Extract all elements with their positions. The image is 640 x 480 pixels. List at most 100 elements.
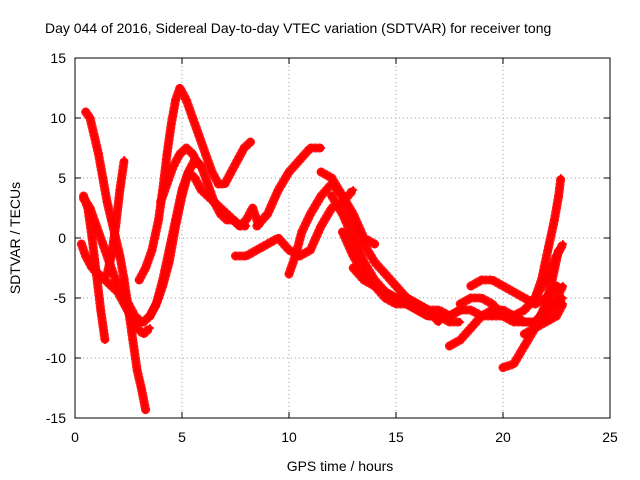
data-point bbox=[537, 276, 546, 284]
y-tick-label: -15 bbox=[46, 410, 66, 426]
data-point bbox=[85, 204, 94, 212]
data-point bbox=[88, 234, 97, 242]
data-point bbox=[248, 204, 257, 212]
data-point bbox=[242, 216, 251, 224]
data-point bbox=[240, 144, 249, 152]
data-point bbox=[509, 318, 518, 326]
data-point bbox=[359, 240, 368, 248]
data-point bbox=[184, 168, 193, 176]
data-point bbox=[111, 276, 120, 284]
data-point bbox=[488, 300, 497, 308]
data-point bbox=[210, 198, 219, 206]
x-tick-label: 5 bbox=[178, 429, 186, 445]
data-point bbox=[274, 186, 283, 194]
data-point bbox=[148, 246, 157, 254]
data-point bbox=[175, 150, 184, 158]
data-point bbox=[554, 192, 563, 200]
data-point bbox=[201, 150, 210, 158]
chart-title: Day 044 of 2016, Sidereal Day-to-day VTE… bbox=[45, 20, 551, 36]
data-point bbox=[165, 246, 174, 254]
data-point bbox=[274, 234, 283, 242]
data-layer bbox=[76, 83, 568, 415]
data-point bbox=[141, 405, 150, 414]
data-point bbox=[556, 174, 565, 182]
y-tick-label: -5 bbox=[54, 290, 67, 306]
data-point bbox=[152, 300, 161, 308]
data-point bbox=[246, 138, 255, 146]
data-point bbox=[338, 192, 347, 200]
data-point bbox=[509, 288, 518, 296]
data-point bbox=[520, 306, 529, 314]
data-point bbox=[233, 156, 242, 164]
data-point bbox=[413, 306, 422, 314]
series-track-4-markers bbox=[79, 193, 146, 327]
data-point bbox=[338, 210, 347, 218]
data-point bbox=[188, 114, 197, 122]
data-point bbox=[558, 300, 567, 308]
data-point bbox=[499, 363, 507, 372]
data-point bbox=[477, 294, 486, 302]
data-point bbox=[135, 276, 144, 284]
data-point bbox=[285, 168, 293, 176]
data-point bbox=[182, 96, 191, 104]
data-point bbox=[94, 270, 103, 278]
data-point bbox=[317, 222, 326, 230]
data-point bbox=[139, 330, 148, 338]
data-point bbox=[466, 282, 475, 290]
data-point bbox=[167, 120, 176, 128]
data-point bbox=[327, 192, 336, 200]
data-point bbox=[424, 312, 433, 320]
data-point bbox=[195, 132, 204, 140]
data-point bbox=[317, 144, 326, 152]
data-point bbox=[92, 222, 101, 230]
y-tick-label: -10 bbox=[46, 350, 66, 366]
data-point bbox=[133, 324, 142, 332]
data-point bbox=[145, 324, 154, 332]
data-point bbox=[349, 216, 358, 224]
data-point bbox=[317, 168, 326, 176]
data-point bbox=[456, 336, 465, 344]
data-point bbox=[477, 312, 486, 320]
data-point bbox=[306, 144, 315, 152]
data-point bbox=[182, 144, 191, 152]
data-point bbox=[349, 252, 358, 260]
data-point bbox=[543, 246, 552, 254]
tick-layer bbox=[74, 57, 611, 419]
data-point bbox=[137, 384, 146, 392]
data-point bbox=[235, 222, 244, 230]
data-point bbox=[81, 252, 90, 260]
x-tick-label: 20 bbox=[495, 429, 511, 445]
y-tick-label: 0 bbox=[58, 230, 66, 246]
data-point bbox=[96, 306, 105, 314]
data-point bbox=[100, 336, 109, 344]
data-point bbox=[98, 174, 107, 182]
data-point bbox=[285, 270, 293, 278]
data-point bbox=[163, 150, 172, 158]
data-point bbox=[154, 216, 163, 224]
x-axis-title: GPS time / hours bbox=[287, 458, 394, 474]
data-point bbox=[558, 282, 567, 290]
y-tick-label: 10 bbox=[50, 110, 66, 126]
data-point bbox=[231, 252, 240, 260]
data-point bbox=[178, 186, 186, 194]
data-point bbox=[488, 276, 497, 284]
data-point bbox=[229, 216, 238, 224]
data-point bbox=[175, 84, 184, 92]
data-point bbox=[118, 288, 127, 296]
data-point bbox=[285, 246, 293, 254]
data-point bbox=[552, 312, 561, 320]
data-point bbox=[98, 240, 107, 248]
data-point bbox=[90, 132, 99, 140]
data-point bbox=[85, 114, 94, 122]
data-point bbox=[195, 162, 204, 170]
data-point bbox=[297, 228, 306, 236]
data-point bbox=[103, 198, 112, 206]
data-point bbox=[349, 234, 358, 242]
data-point bbox=[370, 240, 379, 248]
data-point bbox=[190, 174, 199, 182]
data-point bbox=[216, 204, 225, 212]
data-point bbox=[456, 300, 465, 308]
data-point bbox=[381, 270, 390, 278]
data-point bbox=[466, 306, 475, 314]
